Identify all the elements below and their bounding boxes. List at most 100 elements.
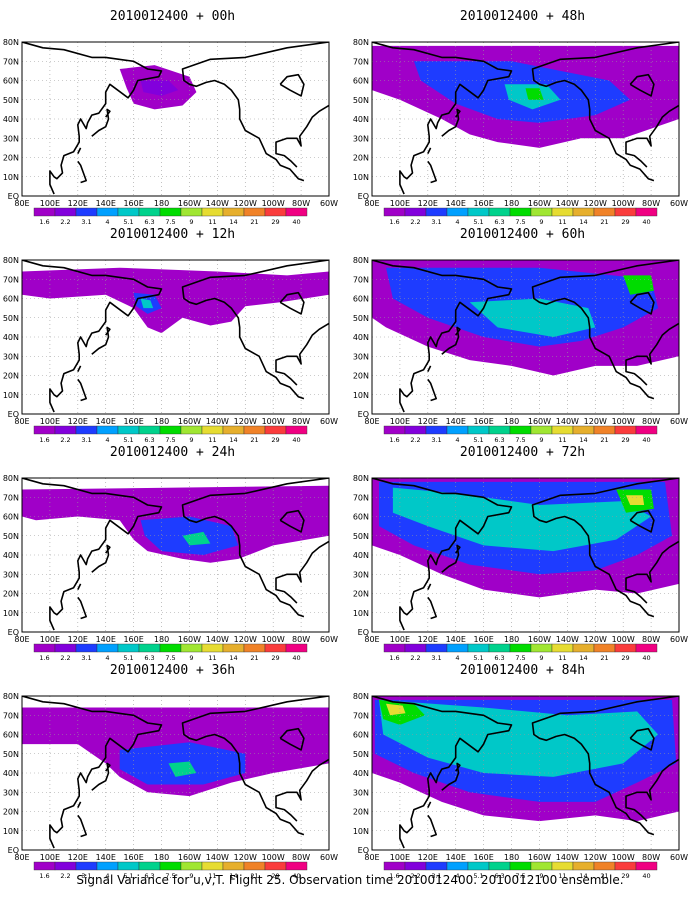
- map-panel: 2010012400 + 00h 80N 70N 60N 50N 40N 30N 20N 10N…: [0, 8, 345, 228]
- lon-tick-label: 140E: [96, 199, 116, 208]
- lat-tick-label: 30N: [3, 352, 19, 361]
- colorbar-swatch: [117, 643, 140, 653]
- lon-tick-label: 60W: [670, 417, 688, 426]
- coastline: [427, 814, 437, 838]
- lon-tick-label: 160E: [123, 417, 143, 426]
- colorbar-label: 29: [271, 218, 279, 226]
- lon-tick-label: 160W: [178, 635, 201, 644]
- lon-tick-label: 140W: [206, 853, 229, 862]
- lon-tick-label: 160W: [178, 417, 201, 426]
- colorbar-label: 14: [579, 654, 587, 662]
- lon-tick-label: 80E: [14, 635, 29, 644]
- colorbar-label: 11: [208, 654, 216, 662]
- lon-tick-label: 120W: [234, 417, 257, 426]
- lon-tick-label: 100W: [262, 199, 285, 208]
- lat-tick-label: 70N: [353, 711, 369, 720]
- coastline: [22, 42, 163, 195]
- lon-tick-label: 120E: [68, 417, 88, 426]
- lat-tick-label: 30N: [3, 788, 19, 797]
- lon-tick-label: 100E: [390, 417, 410, 426]
- colorbar-label: 4: [455, 218, 459, 226]
- lat-tick-label: 40N: [353, 115, 369, 124]
- lat-tick-label: 40N: [3, 769, 19, 778]
- lon-tick-label: 140W: [556, 417, 579, 426]
- lon-tick-label: 80E: [364, 635, 379, 644]
- colorbar-swatch: [530, 643, 553, 653]
- colorbar-label: 1.6: [389, 218, 399, 226]
- lat-tick-label: EQ: [358, 192, 369, 201]
- colorbar-swatch: [54, 425, 77, 435]
- colorbar-swatch: [404, 643, 427, 653]
- lat-tick-label: 60N: [3, 731, 19, 740]
- colorbar-label: 11: [208, 436, 216, 444]
- colorbar-label: 21: [600, 872, 608, 880]
- variance-contour: [626, 495, 645, 505]
- colorbar-swatch: [264, 861, 287, 871]
- lat-tick-label: 30N: [3, 570, 19, 579]
- colorbar-swatch: [138, 643, 161, 653]
- colorbar-swatch: [138, 207, 161, 217]
- colorbar-swatch: [572, 643, 595, 653]
- lon-tick-label: 160E: [123, 853, 143, 862]
- colorbar-swatch: [243, 861, 266, 871]
- map-panel: 2010012400 + 24h 80N 70N 60N 50N 40N 30N 20N 10N…: [0, 444, 345, 664]
- variance-contour: [623, 275, 654, 295]
- lon-tick-label: 180: [504, 853, 519, 862]
- coastline: [91, 762, 111, 791]
- lon-tick-label: 80W: [642, 417, 660, 426]
- lat-tick-label: 60N: [3, 513, 19, 522]
- lat-tick-label: 50N: [3, 750, 19, 759]
- lon-tick-label: 160E: [473, 417, 493, 426]
- colorbar-label: 5.1: [473, 218, 483, 226]
- colorbar-swatch: [551, 861, 574, 871]
- lon-tick-label: 100E: [40, 635, 60, 644]
- coastline: [91, 108, 111, 137]
- lat-tick-label: EQ: [358, 846, 369, 855]
- colorbar-label: 6.3: [144, 654, 154, 662]
- lat-tick-label: 40N: [3, 333, 19, 342]
- coastline: [531, 696, 679, 836]
- colorbar-label: 6.3: [144, 872, 154, 880]
- coastline: [629, 727, 655, 751]
- lon-tick-label: 140E: [446, 853, 466, 862]
- lat-tick-label: 10N: [3, 391, 19, 400]
- colorbar-swatch: [117, 425, 140, 435]
- lat-tick-label: 30N: [353, 134, 369, 143]
- lat-tick-label: 70N: [353, 275, 369, 284]
- lat-tick-label: 20N: [3, 808, 19, 817]
- figure-caption: Signal Variance for u,v,T. Flight 25. Ob…: [76, 873, 624, 887]
- colorbar-swatch: [383, 207, 406, 217]
- lon-tick-label: 120E: [418, 199, 438, 208]
- lon-tick-label: 80E: [14, 417, 29, 426]
- colorbar-swatch: [243, 207, 266, 217]
- lon-tick-label: 180: [504, 199, 519, 208]
- coastline: [427, 147, 432, 154]
- lat-tick-label: EQ: [8, 410, 19, 419]
- lon-tick-label: 80W: [292, 635, 310, 644]
- colorbar-label: 4: [455, 872, 459, 880]
- coastline: [77, 814, 87, 838]
- coastline: [77, 583, 82, 590]
- lat-tick-label: 20N: [3, 154, 19, 163]
- colorbar-label: 14: [229, 436, 237, 444]
- colorbar-label: 21: [600, 218, 608, 226]
- variance-contour: [168, 761, 197, 777]
- lon-tick-label: 140W: [206, 417, 229, 426]
- variance-contour: [140, 80, 179, 96]
- colorbar-label: 5.1: [473, 436, 483, 444]
- lon-tick-label: 60W: [670, 199, 688, 208]
- coastline: [531, 478, 679, 618]
- lat-tick-label: 80N: [353, 256, 369, 265]
- colorbar-swatch: [614, 425, 637, 435]
- coastline: [77, 378, 87, 402]
- coastline: [625, 104, 679, 168]
- coastline: [441, 762, 461, 791]
- lon-tick-label: 100W: [612, 853, 635, 862]
- colorbar-label: 5.1: [123, 654, 133, 662]
- coastline: [427, 378, 437, 402]
- colorbar-label: 1.6: [389, 872, 399, 880]
- lon-tick-label: 60W: [320, 417, 338, 426]
- panel-title: 2010012400 + 24h: [109, 445, 236, 460]
- lon-tick-label: 120W: [584, 853, 607, 862]
- colorbar-swatch: [180, 643, 203, 653]
